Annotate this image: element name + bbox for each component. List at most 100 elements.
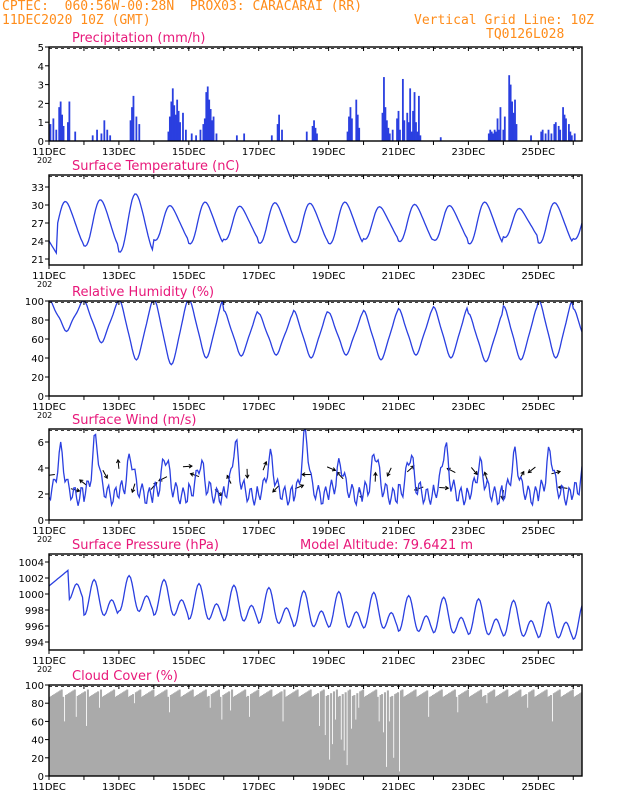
x-tick-label: 19DEC [312, 782, 346, 793]
cloud-bar [83, 691, 87, 776]
cloud-bar [101, 696, 104, 776]
cloud-bar [440, 689, 443, 776]
cloud-bar [398, 771, 401, 776]
precip-bar [313, 120, 315, 141]
vertical-grid-line-note: Vertical Grid Line: 10Z [414, 13, 595, 28]
cloud-bar [449, 692, 452, 776]
cloud-bar [555, 691, 558, 776]
precip-bar [177, 110, 180, 141]
precip-bar [553, 124, 556, 141]
y-tick-label: 2 [38, 490, 44, 501]
cloud-bar [436, 692, 439, 776]
precip-bar [397, 110, 400, 141]
cloud-bar [245, 696, 248, 776]
cloud-bar [73, 689, 76, 776]
y-tick-label: 60 [31, 717, 44, 728]
x-tick-label: 23DEC [452, 402, 486, 413]
cloud-bar [284, 696, 287, 776]
cloud-bar [372, 691, 375, 776]
cloud-bar [338, 695, 341, 776]
precip-bar [205, 92, 208, 141]
cloud-bar [318, 725, 321, 776]
cloud-bar [351, 695, 354, 776]
cloud-bar [213, 692, 216, 776]
cloud-bar [414, 689, 417, 776]
cloud-bar [118, 694, 121, 776]
cloud-bar [472, 694, 475, 776]
cloud-bar [458, 695, 461, 776]
cloud-bar [399, 690, 403, 776]
cloud-bar [197, 694, 200, 776]
cloud-bar [552, 693, 555, 776]
y-tick-label: 20 [31, 754, 44, 765]
cloud-bar [346, 765, 349, 776]
cloud-bar [180, 696, 183, 776]
cloud-bar [102, 695, 105, 776]
precip-bar [281, 129, 283, 141]
x-tick-label: 23DEC [452, 656, 486, 667]
cloud-bar [212, 693, 215, 776]
cloud-bar [367, 694, 370, 776]
cloud-bar [576, 695, 579, 776]
precip-bar [530, 135, 532, 141]
precip-bar [61, 114, 64, 141]
x-tick-label: 21DEC [382, 271, 416, 282]
precip-bar [170, 101, 173, 141]
wind-arrow-head [301, 472, 306, 477]
cloud-bar [535, 695, 538, 776]
cloud-bar [560, 696, 563, 776]
y-tick-label: 994 [25, 638, 44, 649]
x-tick-label: 21DEC [382, 147, 416, 158]
precip-bar [314, 127, 317, 141]
cloud-bar [117, 695, 120, 776]
cloud-bar [515, 692, 518, 776]
cloud-bar [300, 695, 303, 776]
cloud-bar [343, 750, 346, 776]
cloud-bar [379, 695, 382, 776]
cloud-bar [137, 690, 140, 776]
cloud-bar [130, 695, 133, 776]
cloud-bar [385, 766, 388, 776]
precip-bar [52, 118, 55, 141]
precip-bar [316, 133, 318, 141]
cloud-bar [280, 691, 283, 776]
precip-bar [503, 116, 506, 141]
cloud-bar [175, 691, 178, 776]
cloud-bar [169, 695, 172, 776]
cloud-bar [427, 716, 430, 776]
cloud-bar [276, 694, 279, 776]
wind-arrow-head [116, 458, 121, 464]
cloud-bar [437, 691, 440, 776]
precip-bar [514, 99, 516, 141]
cloud-bar [327, 695, 330, 776]
cloud-bar [113, 689, 116, 776]
x-tick-label: 17DEC [242, 526, 276, 537]
cloud-bar [465, 690, 468, 776]
cloud-bar [462, 692, 465, 776]
x-tick-label: 15DEC [172, 782, 206, 793]
precip-bar [91, 135, 94, 141]
x-tick-label: 21DEC [382, 526, 416, 537]
cloud-bar [244, 689, 247, 776]
x-tick-label: 13DEC [102, 526, 136, 537]
cloud-bar [263, 694, 266, 776]
precip-bar [511, 101, 513, 141]
cloud-bar [551, 721, 554, 776]
cloud-bar [512, 694, 515, 776]
cloud-bar [548, 695, 551, 776]
cloud-bar [121, 692, 124, 776]
precip-bar [182, 112, 184, 141]
cloud-bar [564, 694, 567, 776]
precip-bar [401, 78, 404, 141]
x-tick-label: 25DEC [521, 656, 555, 667]
y-tick-label: 40 [31, 736, 44, 747]
y-tick-label: 21 [31, 255, 44, 266]
cloud-bar [369, 693, 372, 776]
cloud-bar [531, 690, 534, 776]
cloud-plot-area [49, 689, 582, 776]
precip-bar [168, 116, 171, 141]
cloud-bar [62, 696, 65, 776]
wind-arrow-head [103, 474, 108, 479]
precip-bar [174, 114, 177, 141]
cloud-bar [433, 694, 436, 776]
